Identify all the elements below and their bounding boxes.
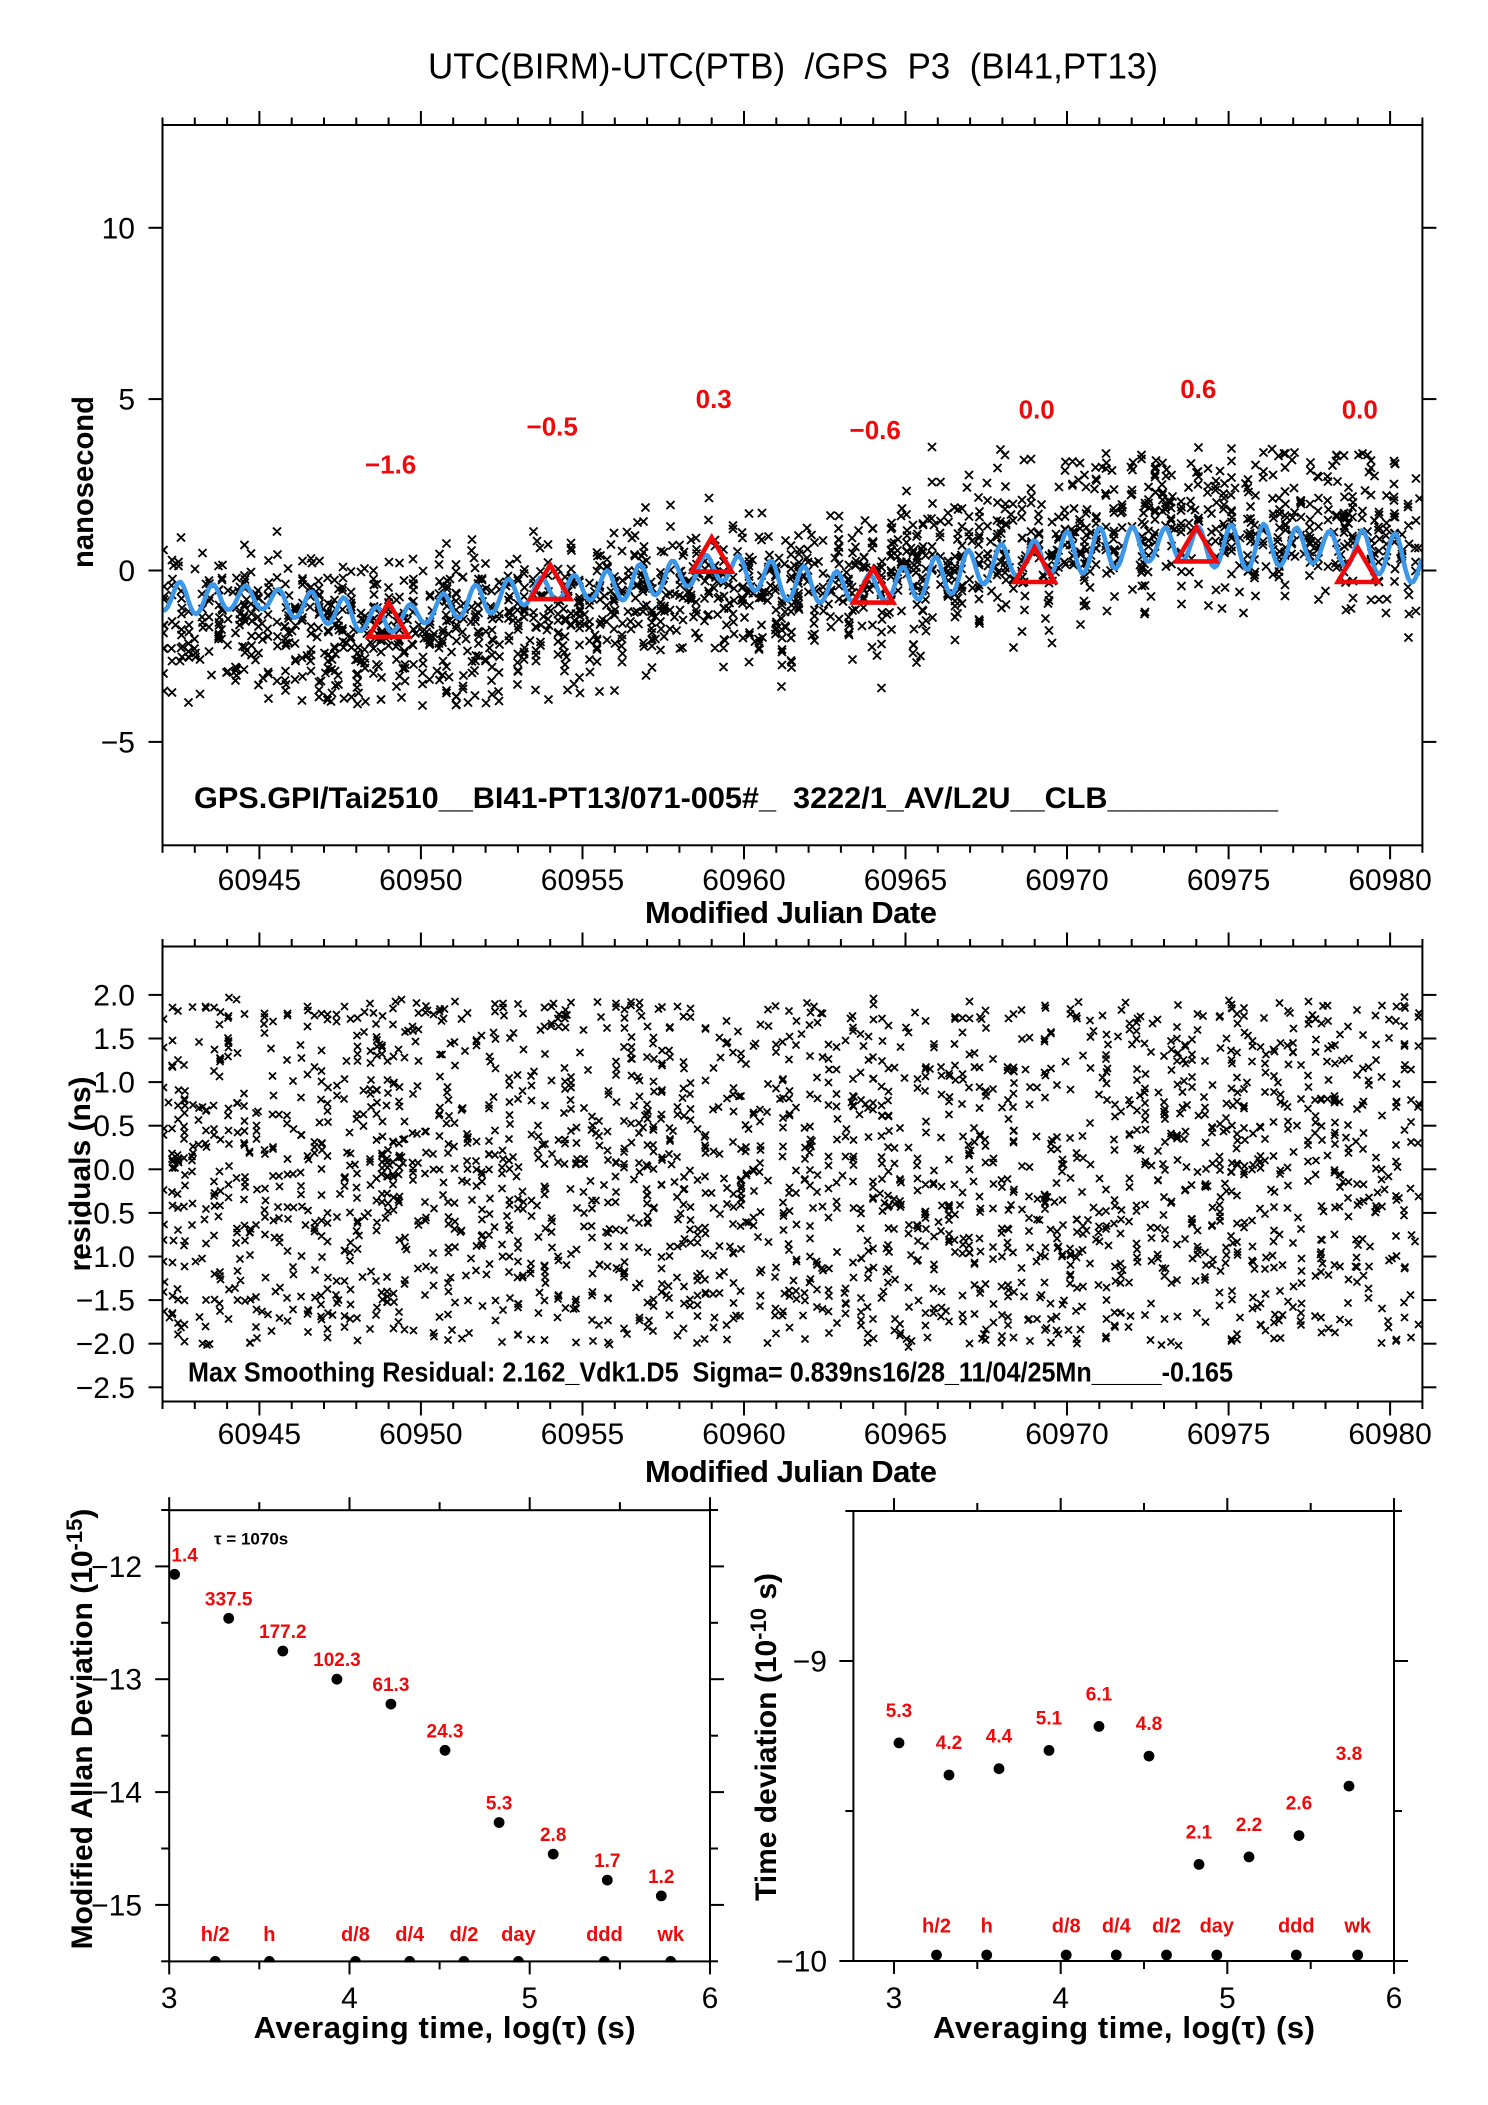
svg-text:residuals (ns): residuals (ns) (64, 1076, 97, 1271)
svg-text:60975: 60975 (1187, 1418, 1270, 1451)
svg-text:−14: −14 (91, 1777, 142, 1810)
svg-text:Averaging time, log(τ) (s): Averaging time, log(τ) (s) (933, 2010, 1315, 2045)
svg-text:0.0: 0.0 (1019, 395, 1055, 425)
svg-text:−9: −9 (793, 1646, 827, 1679)
svg-text:4: 4 (341, 1982, 358, 2015)
svg-text:h/2: h/2 (922, 1916, 951, 1938)
svg-text:Averaging time, log(τ) (s): Averaging time, log(τ) (s) (254, 2010, 636, 2045)
svg-text:337.5: 337.5 (205, 1589, 253, 1610)
svg-text:60980: 60980 (1348, 1418, 1431, 1451)
svg-text:0.6: 0.6 (1180, 374, 1216, 404)
svg-text:day: day (1200, 1916, 1235, 1938)
svg-text:ddd: ddd (586, 1924, 623, 1946)
svg-text:−2.0: −2.0 (76, 1328, 135, 1361)
svg-text:102.3: 102.3 (313, 1650, 361, 1671)
svg-text:−5: −5 (101, 726, 135, 759)
svg-text:61.3: 61.3 (372, 1675, 409, 1696)
svg-text:d/8: d/8 (341, 1924, 370, 1946)
svg-text:ddd: ddd (1278, 1916, 1315, 1938)
svg-text:0.3: 0.3 (696, 384, 732, 414)
svg-text:5.3: 5.3 (886, 1701, 912, 1722)
svg-text:60955: 60955 (541, 1418, 624, 1451)
svg-text:5.1: 5.1 (1036, 1708, 1063, 1729)
svg-text:3: 3 (161, 1982, 178, 2015)
svg-text:5: 5 (1219, 1982, 1236, 2015)
svg-text:UTC(BIRM)-UTC(PTB) /GPS P3: UTC(BIRM)-UTC(PTB) /GPS P3 (BI41,PT13) (428, 45, 1158, 86)
svg-text:6: 6 (1386, 1982, 1403, 2015)
svg-text:nanosecond: nanosecond (67, 396, 100, 568)
svg-text:2.6: 2.6 (1286, 1794, 1312, 1815)
svg-text:60960: 60960 (702, 1418, 785, 1451)
svg-text:−15: −15 (91, 1889, 142, 1922)
svg-text:d/4: d/4 (1102, 1916, 1132, 1938)
svg-text:−12: −12 (91, 1551, 142, 1584)
svg-text:Modified Julian Date: Modified Julian Date (645, 1454, 937, 1489)
svg-text:60960: 60960 (702, 864, 785, 897)
svg-text:4: 4 (1052, 1982, 1069, 2015)
svg-text:−1.5: −1.5 (76, 1285, 135, 1318)
svg-text:d/2: d/2 (449, 1924, 478, 1946)
svg-text:−0.5: −0.5 (527, 412, 578, 442)
svg-text:h: h (981, 1916, 993, 1938)
svg-text:1.0: 1.0 (93, 1067, 135, 1100)
svg-text:4.4: 4.4 (986, 1727, 1013, 1748)
svg-text:5: 5 (521, 1982, 538, 2015)
svg-text:5.3: 5.3 (486, 1794, 512, 1815)
svg-text:0.0: 0.0 (1342, 395, 1378, 425)
svg-text:−10: −10 (776, 1946, 827, 1979)
svg-text:τ = 1070s: τ = 1070s (214, 1530, 288, 1549)
svg-text:2.0: 2.0 (93, 979, 135, 1012)
svg-text:60970: 60970 (1025, 1418, 1108, 1451)
svg-text:−1.6: −1.6 (365, 449, 416, 479)
svg-text:−0.6: −0.6 (850, 415, 901, 445)
svg-text:60975: 60975 (1187, 864, 1270, 897)
svg-text:4.2: 4.2 (936, 1733, 962, 1754)
svg-text:1.2: 1.2 (648, 1867, 674, 1888)
svg-text:d/4: d/4 (395, 1924, 425, 1946)
svg-text:60945: 60945 (218, 1418, 301, 1451)
svg-text:−2.5: −2.5 (76, 1372, 135, 1405)
svg-text:wk: wk (656, 1924, 685, 1946)
svg-text:0.0: 0.0 (93, 1154, 135, 1187)
svg-text:60945: 60945 (218, 864, 301, 897)
svg-text:4.8: 4.8 (1136, 1714, 1162, 1735)
svg-text:0.5: 0.5 (93, 1110, 135, 1143)
svg-text:6: 6 (702, 1982, 719, 2015)
svg-text:3: 3 (886, 1982, 903, 2015)
svg-text:2.2: 2.2 (1236, 1815, 1262, 1836)
svg-text:60965: 60965 (864, 864, 947, 897)
svg-text:2.1: 2.1 (1186, 1822, 1213, 1843)
svg-text:10: 10 (102, 212, 135, 245)
svg-text:1.5: 1.5 (93, 1023, 135, 1056)
svg-text:60950: 60950 (379, 864, 462, 897)
svg-text:3.8: 3.8 (1336, 1744, 1362, 1765)
svg-text:Max Smoothing Residual: 2.162_: Max Smoothing Residual: 2.162_Vdk1.D5 Si… (188, 1356, 1233, 1387)
svg-text:−0.5: −0.5 (76, 1197, 135, 1230)
svg-text:h: h (263, 1924, 275, 1946)
svg-text:177.2: 177.2 (259, 1622, 307, 1643)
svg-text:−13: −13 (91, 1664, 142, 1697)
svg-text:60955: 60955 (541, 864, 624, 897)
svg-text:60965: 60965 (864, 1418, 947, 1451)
svg-text:60950: 60950 (379, 1418, 462, 1451)
svg-text:GPS.GPI/Tai2510__BI41-PT13/071: GPS.GPI/Tai2510__BI41-PT13/071-005#_ 322… (194, 782, 1278, 815)
svg-text:1.4: 1.4 (171, 1545, 198, 1566)
svg-text:6.1: 6.1 (1086, 1684, 1113, 1705)
svg-text:h/2: h/2 (201, 1924, 230, 1946)
svg-text:d/8: d/8 (1052, 1916, 1081, 1938)
svg-text:−1.0: −1.0 (76, 1241, 135, 1274)
svg-text:day: day (501, 1924, 536, 1946)
svg-text:60980: 60980 (1348, 864, 1431, 897)
svg-text:60970: 60970 (1025, 864, 1108, 897)
svg-text:5: 5 (118, 384, 135, 417)
svg-text:Modified Allan Deviation (10-1: Modified Allan Deviation (10-15) (62, 1509, 99, 1950)
svg-text:d/2: d/2 (1152, 1916, 1181, 1938)
svg-text:0: 0 (118, 555, 135, 588)
svg-text:24.3: 24.3 (427, 1721, 464, 1742)
svg-text:2.8: 2.8 (540, 1825, 566, 1846)
svg-text:1.7: 1.7 (594, 1851, 620, 1872)
svg-text:Modified Julian Date: Modified Julian Date (645, 895, 937, 930)
svg-text:wk: wk (1343, 1916, 1372, 1938)
